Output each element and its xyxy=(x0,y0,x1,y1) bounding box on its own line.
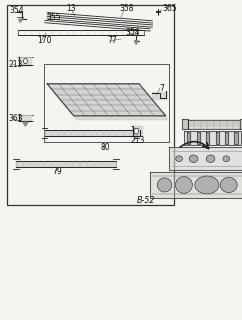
Polygon shape xyxy=(197,132,200,144)
Text: 365: 365 xyxy=(162,4,177,13)
Bar xyxy=(44,64,169,142)
Ellipse shape xyxy=(195,176,219,194)
Text: 358: 358 xyxy=(120,4,134,13)
Polygon shape xyxy=(216,132,219,144)
Polygon shape xyxy=(169,147,242,170)
Text: 7: 7 xyxy=(160,84,165,92)
Polygon shape xyxy=(19,19,22,22)
Ellipse shape xyxy=(175,177,192,193)
Polygon shape xyxy=(240,119,242,129)
Polygon shape xyxy=(188,120,240,129)
Text: 213: 213 xyxy=(8,60,23,68)
Polygon shape xyxy=(50,88,168,120)
Ellipse shape xyxy=(157,178,172,192)
Text: 170: 170 xyxy=(38,36,52,44)
Polygon shape xyxy=(187,132,190,144)
Text: 363: 363 xyxy=(8,114,23,123)
Polygon shape xyxy=(47,84,166,116)
Polygon shape xyxy=(134,41,138,44)
Polygon shape xyxy=(16,161,116,167)
Text: 79: 79 xyxy=(52,167,62,176)
Text: 80: 80 xyxy=(100,143,110,152)
Polygon shape xyxy=(19,57,31,65)
Polygon shape xyxy=(234,132,238,144)
Bar xyxy=(7,5,174,205)
Text: 77: 77 xyxy=(108,36,117,44)
Ellipse shape xyxy=(223,156,230,162)
Polygon shape xyxy=(132,126,142,136)
Polygon shape xyxy=(45,130,137,136)
Text: 13: 13 xyxy=(67,4,76,13)
Circle shape xyxy=(134,128,138,134)
Ellipse shape xyxy=(176,156,182,162)
Polygon shape xyxy=(19,115,31,121)
Text: B-52: B-52 xyxy=(137,196,155,204)
Circle shape xyxy=(23,59,27,64)
Polygon shape xyxy=(225,132,228,144)
Ellipse shape xyxy=(189,155,198,163)
Text: 354: 354 xyxy=(10,6,24,15)
Polygon shape xyxy=(182,119,188,129)
Polygon shape xyxy=(150,172,242,198)
Polygon shape xyxy=(184,131,241,145)
Ellipse shape xyxy=(206,155,215,163)
Ellipse shape xyxy=(220,177,237,193)
Polygon shape xyxy=(206,132,209,144)
Text: 213: 213 xyxy=(131,136,145,145)
Text: 354: 354 xyxy=(126,28,140,37)
Polygon shape xyxy=(152,92,167,99)
Text: 355: 355 xyxy=(46,13,60,22)
Polygon shape xyxy=(23,122,28,126)
